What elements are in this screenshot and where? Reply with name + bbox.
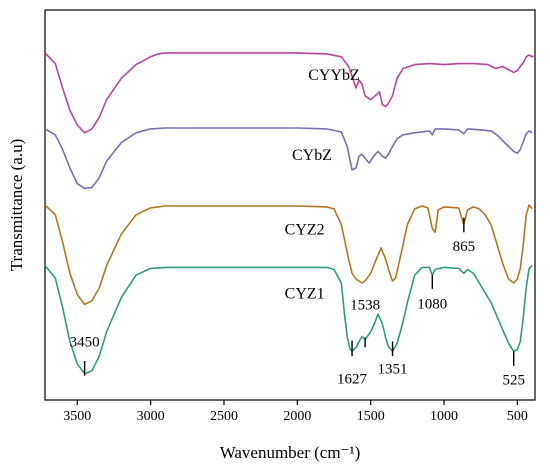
- x-tick-label-1000: 1000: [430, 409, 458, 424]
- series-label-cybz: CYbZ: [292, 147, 332, 164]
- peak-label-1080: 1080: [417, 296, 447, 312]
- x-tick-label-500: 500: [507, 409, 528, 424]
- series-label-cyz1: CYZ1: [285, 286, 325, 303]
- x-axis-title: Wavenumber (cm⁻¹): [220, 443, 361, 462]
- y-axis-title: Transmittance (a.u): [7, 139, 26, 272]
- series-line-cyz2: [44, 204, 533, 306]
- x-tick-label-1500: 1500: [357, 409, 385, 424]
- peak-label-525: 525: [502, 372, 525, 388]
- x-tick-label-3500: 3500: [63, 409, 91, 424]
- series-label-layer: CYYbZ CYbZ CYZ2 CYZ1: [285, 67, 360, 302]
- series-line-cyybz: [44, 52, 534, 134]
- x-tick-label-3000: 3000: [137, 409, 165, 424]
- peak-label-1538: 1538: [350, 297, 380, 313]
- plot-frame: [44, 9, 536, 401]
- series-label-cyybz: CYYbZ: [308, 67, 360, 84]
- peak-label-3450: 3450: [70, 334, 100, 350]
- series-line-cyz1: [44, 264, 533, 375]
- series-label-cyz2: CYZ2: [285, 221, 325, 238]
- peak-label-1627: 1627: [337, 371, 368, 387]
- x-axis-ticks: 3500 3000 2500 2000 1500 1000 500: [63, 400, 528, 424]
- peak-label-865: 865: [453, 239, 476, 255]
- series-line-cybz: [44, 127, 533, 190]
- x-tick-label-2000: 2000: [283, 409, 311, 424]
- peak-label-1351: 1351: [378, 362, 408, 378]
- x-tick-label-2500: 2500: [210, 409, 238, 424]
- annotation-layer: 3450 1627 1538 1351 1080 865 525: [70, 217, 525, 388]
- series-layer: [44, 52, 534, 375]
